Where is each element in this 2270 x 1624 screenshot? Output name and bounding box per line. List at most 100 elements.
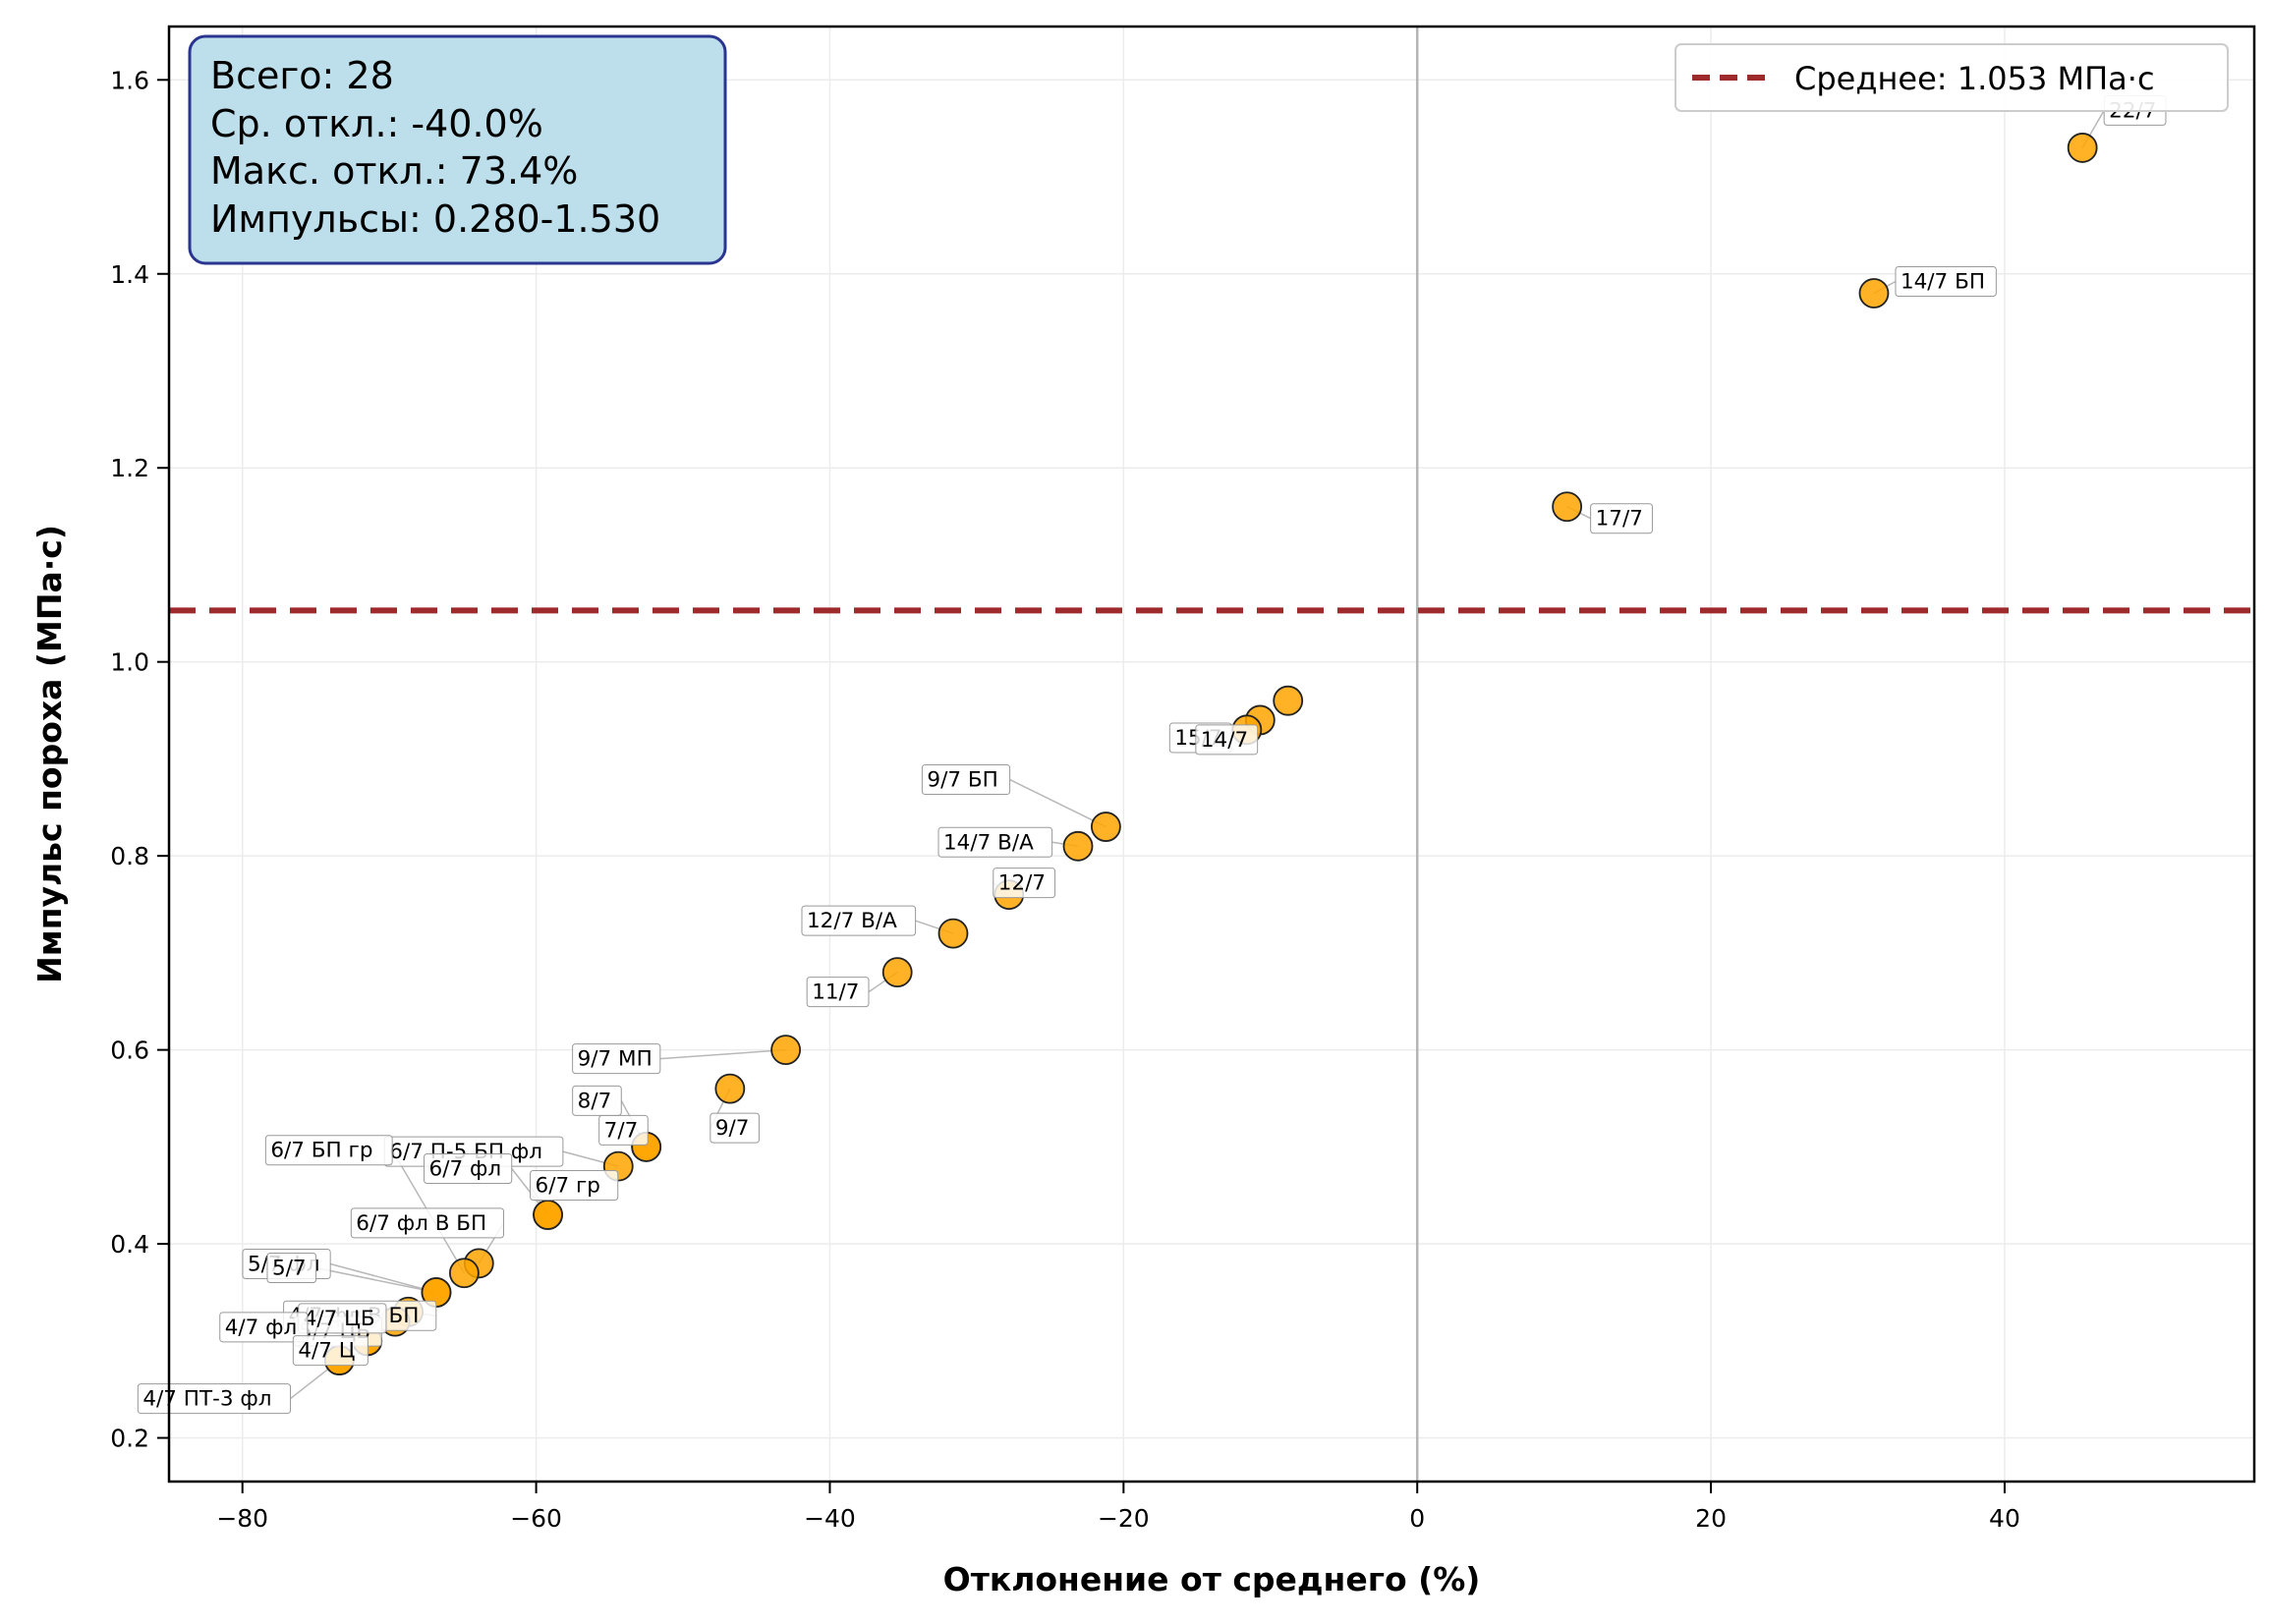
point-label-box (1590, 503, 1653, 534)
point-label-box (1895, 266, 1997, 298)
point-label-text: 14/7 БП (1901, 270, 1985, 295)
point-label-box (137, 1383, 292, 1415)
x-axis-title: Отклонение от среднего (%) (943, 1560, 1481, 1598)
legend-mean-label: Среднее: 1.053 МПа·с (1794, 60, 2155, 97)
point-label-text: 6/7 гр (536, 1173, 600, 1198)
point-label: 12/7 (993, 868, 1056, 899)
point-label-text: 6/7 фл В БП (356, 1211, 486, 1236)
point-label: 9/7 БП (921, 764, 1011, 796)
point-label-box (921, 764, 1011, 796)
point-label-box (266, 1252, 317, 1283)
point-label-text: 4/7 ПТ-3 фл (142, 1387, 271, 1412)
point-label-text: 8/7 (578, 1089, 612, 1113)
point-label-text: 9/7 БП (927, 768, 997, 793)
legend: Среднее: 1.053 МПа·с (1674, 43, 2229, 112)
y-axis-title: Импульс пороха (МПа·с) (30, 525, 69, 983)
y-tick-label: 0.6 (110, 1036, 149, 1065)
point-label: 17/7 (1590, 503, 1653, 534)
y-tick-label: 1.2 (110, 454, 149, 482)
scatter-point (2067, 133, 2098, 163)
point-label-box (572, 1085, 622, 1116)
point-label: 4/7 Ц (292, 1335, 369, 1367)
stats-max-deviation: Макс. откл.: 73.4% (210, 149, 578, 193)
stats-box-background (188, 34, 727, 265)
point-label-text: 6/7 фл (429, 1156, 502, 1181)
point-label: 5/7 (266, 1252, 317, 1283)
y-tick-label: 1.4 (110, 260, 149, 289)
x-tick-label: −40 (804, 1504, 856, 1533)
point-label-box (292, 1335, 369, 1367)
scatter-point (770, 1035, 802, 1066)
point-label-text: 9/7 МП (578, 1047, 653, 1072)
point-label: 9/7 МП (572, 1043, 661, 1075)
scatter-point (714, 1073, 746, 1104)
y-axis-ticks: 0.2 0.4 0.6 0.8 1.0 1.2 1.4 1.6 (110, 66, 169, 1453)
scatter-point (1273, 685, 1304, 716)
scatter-point (1858, 278, 1890, 308)
point-label-text: 4/7 фл (225, 1316, 298, 1340)
point-label: 14/7 (1195, 724, 1259, 756)
point-label-box (806, 977, 870, 1008)
scatter-point (1062, 830, 1094, 862)
point-label-box (1195, 724, 1259, 756)
label-leader (1009, 778, 1107, 828)
point-label-text: 5/7 (272, 1256, 307, 1280)
x-axis-ticks: −80 −60 −40 −20 0 20 40 (216, 1482, 2020, 1533)
point-label-text: 12/7 (998, 871, 1046, 896)
point-label-box (598, 1114, 649, 1146)
point-label: 7/7 (598, 1114, 649, 1146)
x-tick-label: −60 (510, 1504, 562, 1533)
point-label-text: 12/7 В/А (807, 909, 897, 933)
point-label: 6/7 гр (530, 1169, 619, 1201)
label-leader (659, 1048, 786, 1060)
grid (169, 27, 2254, 1482)
x-tick-label: 40 (1989, 1504, 2020, 1533)
y-tick-label: 1.6 (110, 66, 149, 94)
point-label-text: 11/7 (812, 980, 859, 1005)
stats-impulse-range: Импульсы: 0.280-1.530 (210, 197, 660, 241)
point-label: 6/7 фл (424, 1152, 513, 1184)
point-label-text: 14/7 (1201, 728, 1248, 753)
scatter-point (533, 1200, 563, 1230)
point-label-box (350, 1207, 505, 1239)
x-tick-label: 20 (1695, 1504, 1727, 1533)
x-tick-label: 0 (1409, 1504, 1425, 1533)
stats-mean-deviation: Ср. откл.: -40.0% (210, 102, 543, 145)
point-label-text: 4/7 ЦБ (304, 1307, 375, 1331)
scatter-point (937, 918, 969, 949)
label-leader (315, 1266, 437, 1294)
y-tick-label: 0.2 (110, 1425, 149, 1453)
y-tick-label: 1.0 (110, 648, 149, 677)
y-tick-label: 0.4 (110, 1230, 149, 1259)
point-label-box (801, 905, 917, 936)
point-label-box (993, 868, 1056, 899)
scatter-point (1552, 491, 1583, 523)
label-leader (329, 1262, 437, 1294)
point-label-box (264, 1135, 393, 1166)
x-tick-label: −80 (216, 1504, 268, 1533)
point-label: 14/7 В/А (937, 826, 1053, 858)
y-tick-label: 0.8 (110, 842, 149, 870)
point-label: 4/7 ЦБ (298, 1303, 387, 1334)
point-label-box (219, 1312, 309, 1343)
point-label-box (937, 826, 1053, 858)
point-label-box (572, 1043, 661, 1075)
point-label: 12/7 В/А (801, 905, 917, 936)
scatter-point (1091, 812, 1121, 842)
plot-frame (167, 25, 2256, 1484)
point-label-text: 6/7 БП гр (270, 1139, 372, 1163)
point-label: 14/7 БП (1895, 266, 1997, 298)
point-label: 6/7 фл В БП (350, 1207, 505, 1239)
stats-box: Всего: 28 Ср. откл.: -40.0% Макс. откл.:… (188, 34, 727, 265)
point-label-box (709, 1112, 760, 1144)
point-label: 6/7 БП гр (264, 1135, 393, 1166)
point-label: 8/7 (572, 1085, 622, 1116)
point-label-box (424, 1152, 513, 1184)
point-label-text: 9/7 (715, 1116, 750, 1141)
scatter-point (881, 957, 913, 988)
point-label: 4/7 ПТ-3 фл (137, 1383, 292, 1415)
scatter-point (448, 1258, 480, 1289)
point-label-text: 4/7 Ц (298, 1339, 355, 1364)
